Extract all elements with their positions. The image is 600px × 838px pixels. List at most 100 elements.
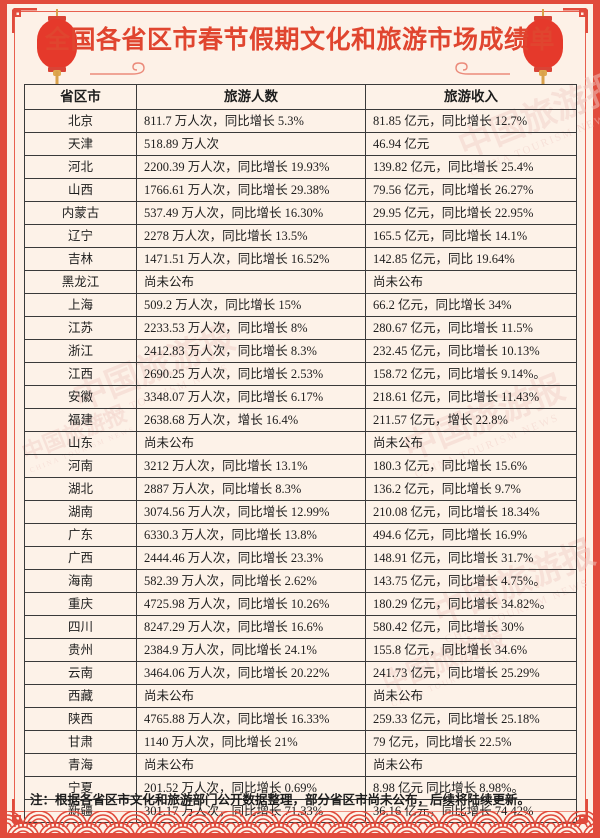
cell-visitors: 1766.61 万人次，同比增长 29.38% — [136, 178, 366, 202]
cell-revenue: 79.56 亿元，同比增长 26.27% — [365, 178, 577, 202]
cell-province: 江苏 — [24, 316, 137, 340]
cell-revenue: 165.5 亿元，同比增长 14.1% — [365, 224, 577, 248]
table-row: 黑龙江 尚未公布 尚未公布 — [24, 270, 577, 294]
table-row: 吉林 1471.51 万人次，同比增长 16.52% 142.85 亿元，同比 19… — [24, 247, 577, 271]
table-row: 湖南 3074.56 万人次，同比增长 12.99% 210.08 亿元，同比增长 … — [24, 500, 577, 524]
column-header-visitors: 旅游人数 — [136, 84, 366, 110]
cell-revenue: 66.2 亿元，同比增长 34% — [365, 293, 577, 317]
table-row: 河南 3212 万人次，同比增长 13.1% 180.3 亿元，同比增长 15.6% — [24, 454, 577, 478]
cell-revenue: 尚未公布 — [365, 684, 577, 708]
table-row: 四川 8247.29 万人次，同比增长 16.6% 580.42 亿元，同比增长 3… — [24, 615, 577, 639]
cell-visitors: 2444.46 万人次，同比增长 23.3% — [136, 546, 366, 570]
cell-revenue: 232.45 亿元，同比增长 10.13% — [365, 339, 577, 363]
cell-visitors: 2412.83 万人次，同比增长 8.3% — [136, 339, 366, 363]
table-row: 福建 2638.68 万人次，增长 16.4% 211.57 亿元，增长 22.8% — [24, 408, 577, 432]
frame-bottom-border — [0, 833, 600, 838]
table-row: 广东 6330.3 万人次，同比增长 13.8% 494.6 亿元，同比增长 16.… — [24, 523, 577, 547]
cell-visitors: 2233.53 万人次，同比增长 8% — [136, 316, 366, 340]
cell-visitors: 4765.88 万人次，同比增长 16.33% — [136, 707, 366, 731]
cell-revenue: 46.94 亿元 — [365, 132, 577, 156]
cell-visitors: 4725.98 万人次，同比增长 10.26% — [136, 592, 366, 616]
cell-province: 吉林 — [24, 247, 137, 271]
cell-visitors: 509.2 万人次，同比增长 15% — [136, 293, 366, 317]
cell-province: 天津 — [24, 132, 137, 156]
frame-top-border — [0, 0, 600, 4]
cell-province: 辽宁 — [24, 224, 137, 248]
cell-revenue: 142.85 亿元，同比 19.64% — [365, 247, 577, 271]
cell-province: 四川 — [24, 615, 137, 639]
cell-province: 青海 — [24, 753, 137, 777]
cell-visitors: 201.52 万人次，同比增长 0.69% — [136, 776, 366, 800]
data-table-container: 省区市 旅游人数 旅游收入 北京 811.7 万人次，同比增长 5.3% 81.85… — [24, 84, 577, 823]
cell-visitors: 3074.56 万人次，同比增长 12.99% — [136, 500, 366, 524]
cell-revenue: 259.33 亿元，同比增长 25.18% — [365, 707, 577, 731]
tourism-data-table: 省区市 旅游人数 旅游收入 北京 811.7 万人次，同比增长 5.3% 81.85… — [24, 84, 577, 823]
cell-province: 上海 — [24, 293, 137, 317]
table-row: 云南 3464.06 万人次，同比增长 20.22% 241.73 亿元，同比增长 … — [24, 661, 577, 685]
cell-visitors: 尚未公布 — [136, 684, 366, 708]
cell-province: 贵州 — [24, 638, 137, 662]
cell-province: 湖北 — [24, 477, 137, 501]
cell-revenue: 136.2 亿元，同比增长 9.7% — [365, 477, 577, 501]
table-row: 海南 582.39 万人次，同比增长 2.62% 143.75 亿元，同比增长 4.… — [24, 569, 577, 593]
cell-visitors: 1471.51 万人次，同比增长 16.52% — [136, 247, 366, 271]
cell-revenue: 尚未公布 — [365, 753, 577, 777]
table-row: 上海 509.2 万人次，同比增长 15% 66.2 亿元，同比增长 34% — [24, 293, 577, 317]
cell-revenue: 580.42 亿元，同比增长 30% — [365, 615, 577, 639]
cell-visitors: 3464.06 万人次，同比增长 20.22% — [136, 661, 366, 685]
cell-revenue: 218.61 亿元，同比增长 11.43% — [365, 385, 577, 409]
cell-visitors: 6330.3 万人次，同比增长 13.8% — [136, 523, 366, 547]
table-row: 山东 尚未公布 尚未公布 — [24, 431, 577, 455]
cell-revenue: 158.72 亿元，同比增长 9.14%。 — [365, 362, 577, 386]
table-row: 贵州 2384.9 万人次，同比增长 24.1% 155.8 亿元，同比增长 34.… — [24, 638, 577, 662]
cell-province: 浙江 — [24, 339, 137, 363]
cell-visitors: 尚未公布 — [136, 431, 366, 455]
cell-province: 山东 — [24, 431, 137, 455]
cell-province: 西藏 — [24, 684, 137, 708]
table-row: 浙江 2412.83 万人次，同比增长 8.3% 232.45 亿元，同比增长 10… — [24, 339, 577, 363]
cell-province: 北京 — [24, 109, 137, 133]
cell-revenue: 494.6 亿元，同比增长 16.9% — [365, 523, 577, 547]
cell-revenue: 180.3 亿元，同比增长 15.6% — [365, 454, 577, 478]
cell-revenue: 尚未公布 — [365, 270, 577, 294]
column-header-revenue: 旅游收入 — [365, 84, 577, 110]
table-row: 辽宁 2278 万人次，同比增长 13.5% 165.5 亿元，同比增长 14.1% — [24, 224, 577, 248]
table-header-row: 省区市 旅游人数 旅游收入 — [24, 84, 577, 110]
cell-visitors: 3212 万人次，同比增长 13.1% — [136, 454, 366, 478]
cell-revenue: 尚未公布 — [365, 431, 577, 455]
table-row: 内蒙古 537.49 万人次，同比增长 16.30% 29.95 亿元，同比增长 2… — [24, 201, 577, 225]
table-row: 广西 2444.46 万人次，同比增长 23.3% 148.91 亿元，同比增长 3… — [24, 546, 577, 570]
cell-revenue: 79 亿元，同比增长 22.5% — [365, 730, 577, 754]
table-row: 山西 1766.61 万人次，同比增长 29.38% 79.56 亿元，同比增长 2… — [24, 178, 577, 202]
table-note: 注：根据各省区市文化和旅游部门公开数据整理，部分省区市尚未公布，后续将陆续更新。 — [30, 793, 531, 807]
table-row: 青海 尚未公布 尚未公布 — [24, 753, 577, 777]
cell-revenue: 81.85 亿元，同比增长 12.7% — [365, 109, 577, 133]
cell-province: 重庆 — [24, 592, 137, 616]
table-row: 安徽 3348.07 万人次，同比增长 6.17% 218.61 亿元，同比增长 1… — [24, 385, 577, 409]
table-row: 江苏 2233.53 万人次，同比增长 8% 280.67 亿元，同比增长 11.5… — [24, 316, 577, 340]
cell-province: 福建 — [24, 408, 137, 432]
cell-visitors: 8247.29 万人次，同比增长 16.6% — [136, 615, 366, 639]
cell-visitors: 1140 万人次，同比增长 21% — [136, 730, 366, 754]
cell-visitors: 2887 万人次，同比增长 8.3% — [136, 477, 366, 501]
cell-revenue: 29.95 亿元，同比增长 22.95% — [365, 201, 577, 225]
table-row: 河北 2200.39 万人次，同比增长 19.93% 139.82 亿元，同比增长 … — [24, 155, 577, 179]
frame-left-border — [0, 0, 7, 838]
cell-visitors: 尚未公布 — [136, 270, 366, 294]
cell-province: 安徽 — [24, 385, 137, 409]
cell-province: 江西 — [24, 362, 137, 386]
cell-province: 河南 — [24, 454, 137, 478]
cell-revenue: 143.75 亿元，同比增长 4.75%。 — [365, 569, 577, 593]
cell-province: 广西 — [24, 546, 137, 570]
cell-province: 内蒙古 — [24, 201, 137, 225]
cell-visitors: 2690.25 万人次，同比增长 2.53% — [136, 362, 366, 386]
cell-province: 陕西 — [24, 707, 137, 731]
cell-revenue: 139.82 亿元，同比增长 25.4% — [365, 155, 577, 179]
table-row: 江西 2690.25 万人次，同比增长 2.53% 158.72 亿元，同比增长 9… — [24, 362, 577, 386]
cell-province: 广东 — [24, 523, 137, 547]
cell-visitors: 2200.39 万人次，同比增长 19.93% — [136, 155, 366, 179]
cell-visitors: 582.39 万人次，同比增长 2.62% — [136, 569, 366, 593]
cell-revenue: 155.8 亿元，同比增长 34.6% — [365, 638, 577, 662]
table-row: 天津 518.89 万人次 46.94 亿元 — [24, 132, 577, 156]
